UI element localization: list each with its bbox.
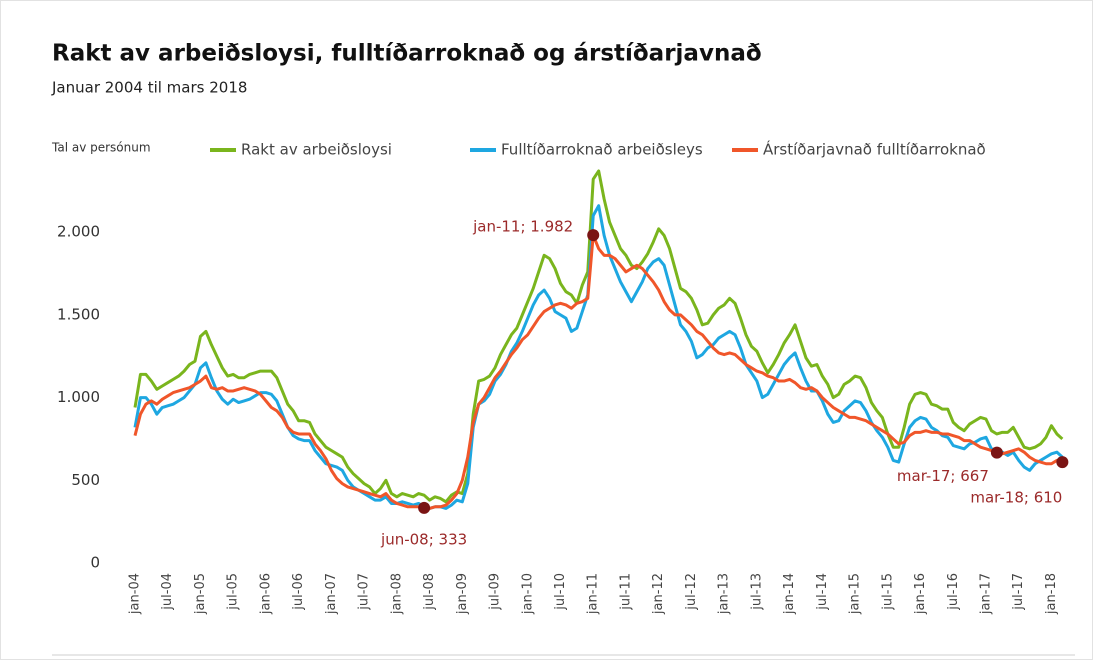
x-tick-label: jul-14 — [815, 573, 830, 611]
x-tick-label: jul-06 — [291, 573, 306, 611]
annotation-marker — [418, 501, 431, 514]
x-tick-label: jul-12 — [684, 573, 699, 611]
annotation-label: jun-08; 333 — [380, 530, 467, 548]
y-axis-label: Tal av persónum — [51, 141, 151, 155]
x-tick-label: jul-16 — [946, 573, 961, 611]
y-tick-label: 2.000 — [57, 223, 100, 241]
y-tick-label: 1.500 — [57, 305, 100, 323]
y-tick-label: 0 — [90, 554, 100, 572]
x-tick-label: jul-07 — [357, 573, 372, 611]
x-tick-label: jul-04 — [160, 573, 175, 611]
x-tick-label: jul-08 — [422, 573, 437, 611]
legend-label: Fulltíðarroknað arbeiðsleys — [501, 141, 703, 159]
x-tick-label: jan-06 — [258, 573, 273, 615]
x-tick-label: jul-15 — [880, 573, 895, 611]
x-tick-label: jan-18 — [1044, 573, 1059, 615]
x-tick-label: jan-07 — [324, 573, 339, 615]
y-tick-label: 1.000 — [57, 388, 100, 406]
x-tick-label: jan-14 — [782, 573, 797, 615]
annotation-marker — [990, 446, 1003, 459]
x-tick-label: jan-15 — [848, 573, 863, 615]
chart-title: Rakt av arbeiðsloysi, fulltíðarroknað og… — [52, 41, 762, 67]
x-tick-label: jan-12 — [651, 573, 666, 615]
annotation-label: mar-18; 610 — [970, 489, 1062, 507]
series-line — [133, 233, 1063, 510]
chart-subtitle: Januar 2004 til mars 2018 — [51, 79, 247, 97]
x-tick-label: jul-11 — [618, 573, 633, 611]
x-tick-label: jul-17 — [1011, 573, 1026, 611]
x-tick-label: jan-11 — [586, 573, 601, 615]
legend-label: Rakt av arbeiðsloysi — [241, 141, 392, 159]
x-tick-label: jan-13 — [717, 573, 732, 615]
annotation-label: jan-11; 1.982 — [472, 218, 573, 236]
x-tick-label: jul-09 — [488, 573, 503, 611]
annotation-label: mar-17; 667 — [897, 467, 989, 485]
x-tick-label: jan-08 — [389, 573, 404, 615]
x-tick-label: jan-04 — [128, 573, 143, 615]
x-tick-label: jan-05 — [193, 573, 208, 615]
series-line — [133, 169, 1064, 504]
x-tick-label: jul-05 — [226, 573, 241, 611]
x-tick-label: jan-10 — [520, 573, 535, 615]
y-tick-label: 500 — [71, 471, 100, 489]
x-tick-label: jan-16 — [913, 573, 928, 615]
x-tick-label: jul-10 — [553, 573, 568, 611]
x-tick-label: jul-13 — [749, 573, 764, 611]
annotation-marker — [587, 229, 600, 242]
x-tick-label: jan-09 — [455, 573, 470, 615]
x-tick-label: jan-17 — [978, 573, 993, 615]
annotation-marker — [1056, 456, 1069, 469]
legend-label: Árstíðarjavnað fulltíðarroknað — [763, 140, 986, 159]
